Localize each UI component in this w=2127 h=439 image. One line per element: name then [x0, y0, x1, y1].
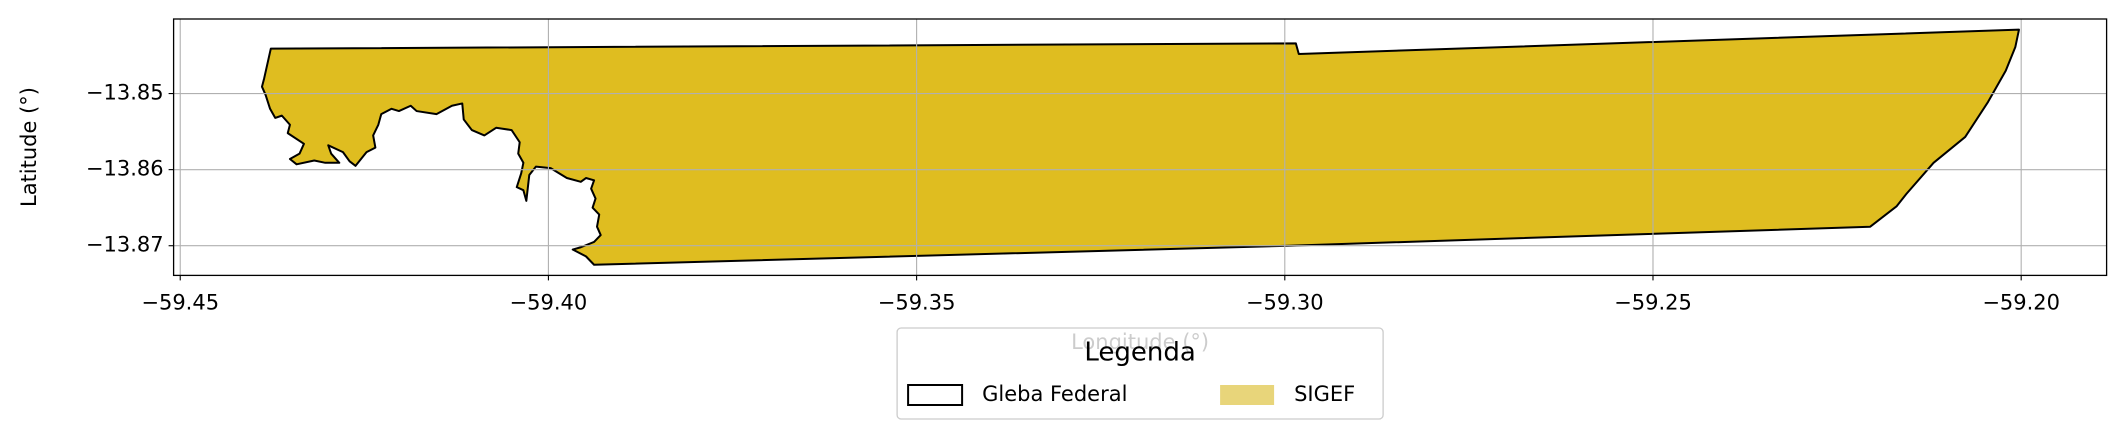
- x-tick-label: −59.30: [1246, 290, 1324, 314]
- x-tick-label: −59.45: [141, 290, 219, 314]
- axes-frame: [172, 18, 2108, 277]
- legend-label: Gleba Federal: [982, 382, 1127, 406]
- legend: Legenda Gleba Federal SIGEF: [896, 327, 1384, 420]
- x-tick-label: −59.40: [510, 290, 588, 314]
- y-tick-label: −13.85: [86, 81, 164, 105]
- legend-swatch: [1220, 385, 1275, 405]
- polygon-area: [260, 28, 2020, 266]
- y-tick-label: −13.86: [86, 157, 164, 181]
- x-tick-label: −59.20: [1982, 290, 2060, 314]
- x-tick-label: −59.35: [878, 290, 956, 314]
- y-tick-label: −13.87: [86, 233, 164, 257]
- x-tick-label: −59.25: [1614, 290, 1692, 314]
- legend-swatch: [907, 384, 964, 406]
- y-axis-label: Latitude (°): [17, 87, 41, 207]
- legend-title: Legenda: [1084, 338, 1195, 368]
- legend-label: SIGEF: [1294, 382, 1355, 406]
